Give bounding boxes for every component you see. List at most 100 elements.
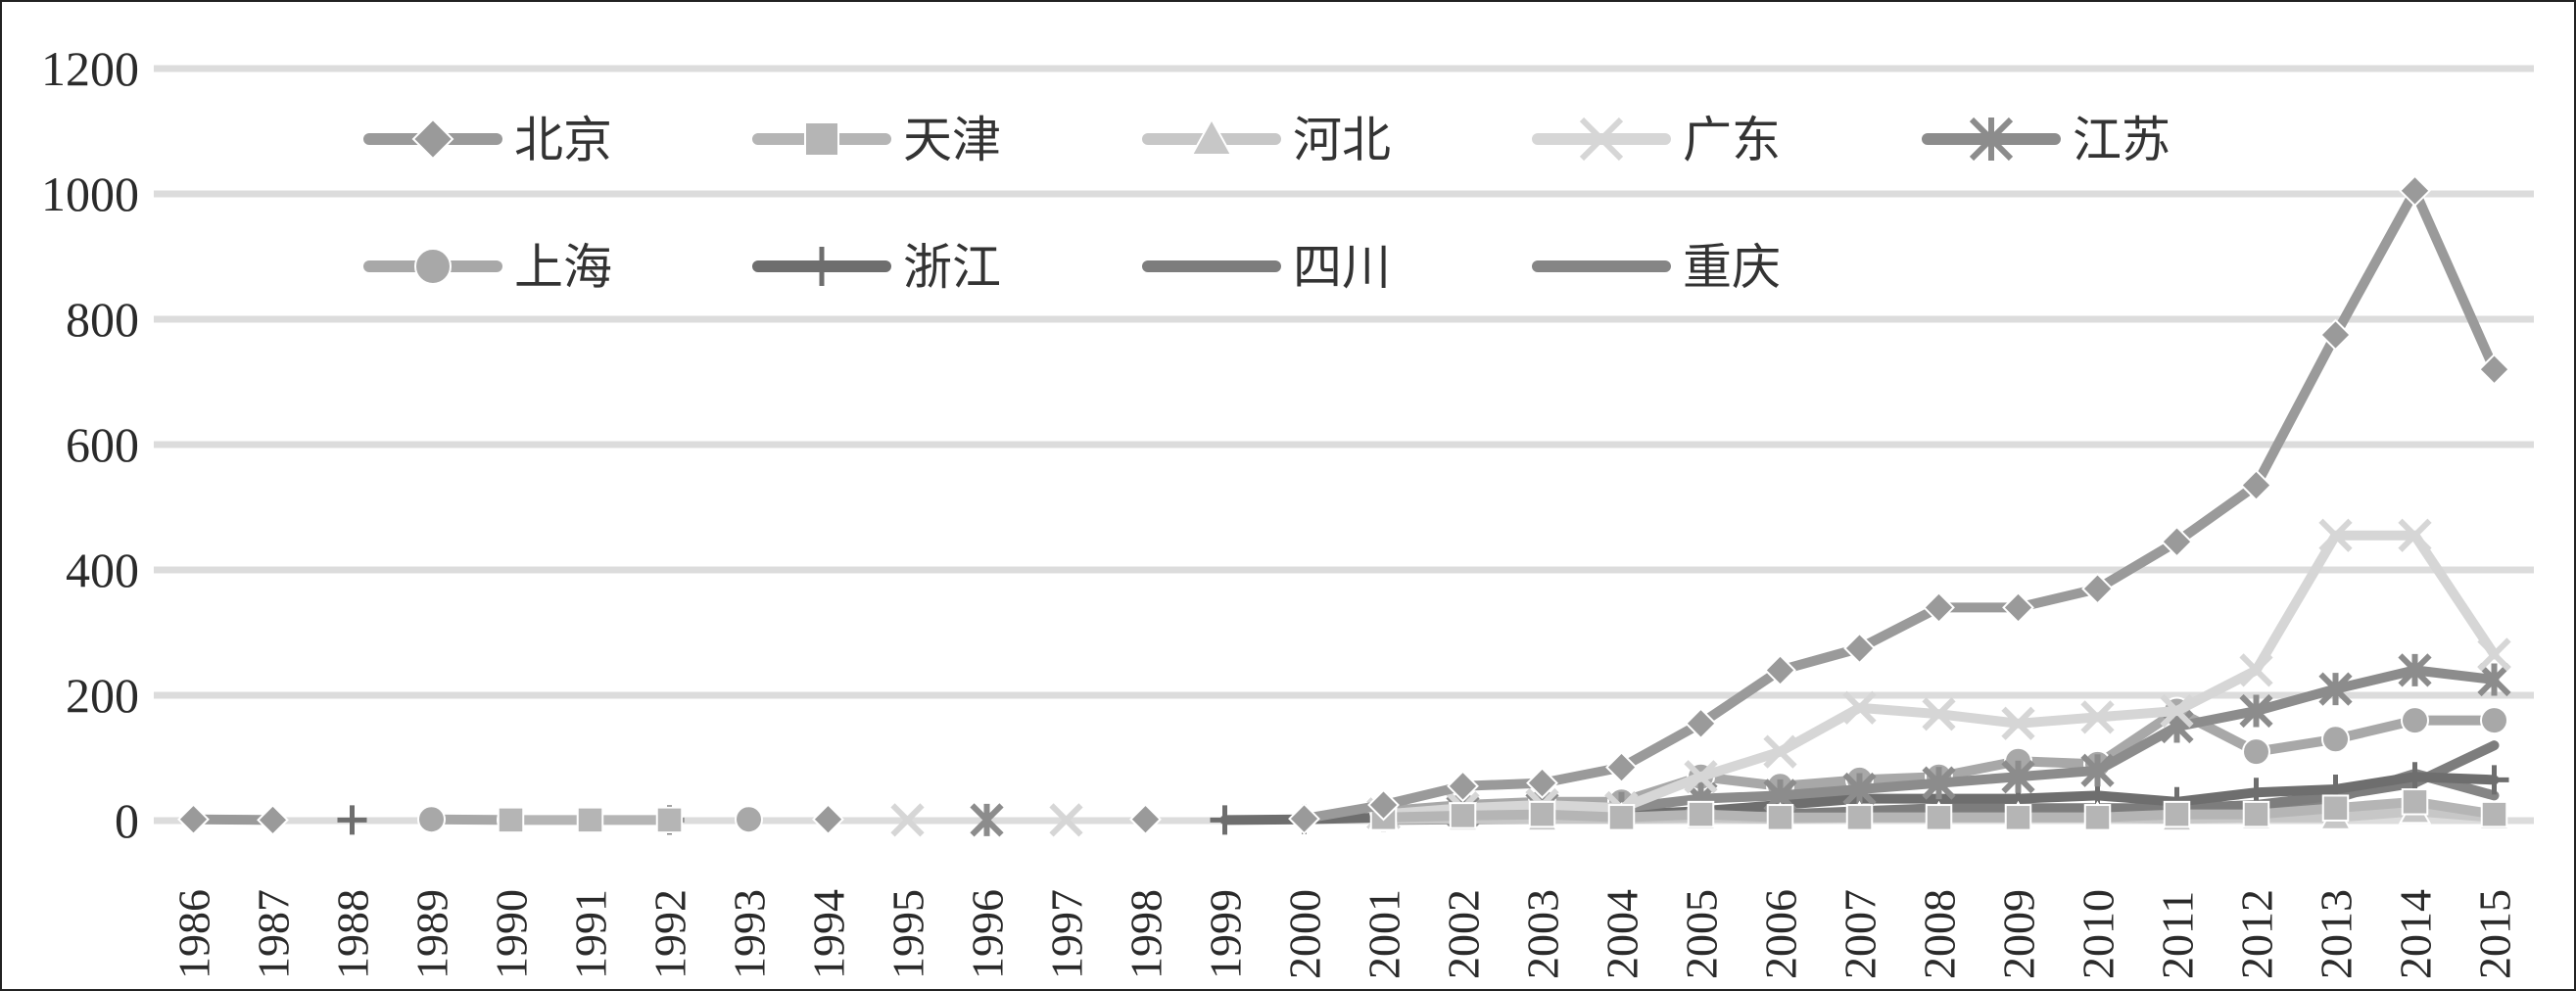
data-point	[417, 805, 446, 834]
y-tick-label: 1200	[41, 41, 139, 96]
x-tick-label: 2015	[2470, 889, 2520, 979]
x-tick-label: 2001	[1360, 889, 1409, 979]
data-point	[337, 805, 367, 835]
legend-label: 北京	[514, 112, 612, 168]
legend-item: 广东	[1532, 112, 1781, 168]
legend-label: 河北	[1293, 112, 1391, 168]
data-point	[2321, 794, 2350, 822]
data-point	[1842, 772, 1877, 807]
data-point	[1288, 802, 1320, 835]
data-point	[257, 803, 289, 836]
data-point	[1764, 653, 1796, 686]
data-point	[890, 803, 925, 837]
x-tick-label: 2006	[1756, 889, 1806, 979]
y-tick-label: 800	[66, 292, 139, 347]
legend-label: 天津	[903, 112, 1001, 168]
y-tick-label: 600	[66, 417, 139, 472]
x-tick-label: 2010	[2074, 889, 2123, 979]
x-axis-ticks: 1986 1987 1988 1989 1990 1991 1992 1993 1994 1995…	[169, 889, 2520, 979]
data-point	[1607, 804, 1636, 831]
x-tick-label: 2008	[1915, 889, 1965, 979]
legend-marker	[1190, 117, 1233, 156]
data-point	[2480, 706, 2508, 735]
x-tick-label: 2004	[1598, 889, 1647, 979]
legend-marker	[414, 248, 452, 285]
data-point	[2480, 800, 2508, 828]
x-tick-label: 2014	[2391, 889, 2441, 979]
data-point	[970, 803, 1004, 837]
data-point	[2399, 174, 2431, 208]
data-point	[1925, 804, 1953, 831]
data-point	[1922, 697, 1956, 731]
legend-label: 江苏	[2073, 112, 2171, 168]
data-point	[655, 806, 684, 834]
legend-marker	[804, 121, 839, 157]
data-point	[1842, 690, 1877, 725]
data-point	[2001, 760, 2035, 794]
data-point	[2161, 525, 2193, 558]
x-tick-label: 1994	[804, 889, 854, 979]
data-point	[1367, 788, 1400, 822]
data-point	[2398, 653, 2432, 687]
data-point	[2004, 804, 2032, 831]
series-天津	[497, 788, 2508, 834]
x-tick-label: 2011	[2153, 891, 2203, 979]
series-北京	[177, 174, 2510, 836]
x-tick-label: 2005	[1677, 889, 1727, 979]
x-tick-label: 2012	[2232, 889, 2282, 979]
data-point	[2401, 706, 2429, 735]
data-point	[2477, 662, 2511, 697]
data-point	[2239, 653, 2273, 687]
data-point	[2398, 518, 2432, 552]
legend-label: 浙江	[903, 239, 1001, 296]
legend-item: 浙江	[752, 239, 1001, 296]
data-point	[1923, 590, 1955, 624]
x-tick-label: 2002	[1439, 889, 1489, 979]
data-point	[1210, 805, 1240, 835]
data-point	[2318, 518, 2353, 552]
x-tick-label: 1996	[963, 889, 1013, 979]
y-tick-label: 400	[66, 543, 139, 597]
data-point	[812, 803, 844, 836]
data-point	[1766, 804, 1794, 831]
data-point	[1526, 767, 1558, 800]
data-point	[2400, 762, 2430, 792]
data-point	[1922, 766, 1956, 800]
y-tick-label: 0	[115, 793, 139, 848]
data-point	[735, 805, 763, 834]
x-tick-label: 2013	[2312, 889, 2361, 979]
data-point	[2002, 590, 2034, 624]
legend-marker	[411, 118, 454, 161]
data-point	[177, 803, 210, 836]
data-point	[1843, 632, 1876, 665]
x-tick-label: 1989	[407, 889, 457, 979]
x-tick-label: 1990	[487, 889, 537, 979]
data-point	[576, 806, 604, 834]
x-tick-label: 2007	[1836, 889, 1885, 979]
data-point	[2163, 800, 2191, 828]
legend-label: 四川	[1293, 239, 1391, 296]
data-point	[1447, 770, 1479, 803]
x-tick-label: 1988	[328, 889, 378, 979]
x-tick-label: 1993	[725, 889, 775, 979]
data-point	[2240, 469, 2272, 502]
data-point	[2239, 693, 2273, 729]
legend-item: 上海	[363, 239, 612, 296]
data-point	[1687, 800, 1715, 828]
x-tick-label: 1997	[1042, 889, 1092, 979]
x-tick-label: 1986	[169, 889, 219, 979]
data-point	[2401, 788, 2429, 816]
data-point	[2478, 353, 2510, 386]
data-point	[1845, 804, 1874, 831]
y-tick-label: 1000	[41, 166, 139, 221]
data-point	[2081, 572, 2114, 605]
data-point	[497, 806, 525, 834]
x-tick-label: 1999	[1201, 889, 1251, 979]
data-point	[2160, 693, 2194, 729]
legend-marker	[1579, 117, 1624, 162]
x-tick-label: 1991	[566, 889, 616, 979]
y-tick-label: 200	[66, 668, 139, 723]
